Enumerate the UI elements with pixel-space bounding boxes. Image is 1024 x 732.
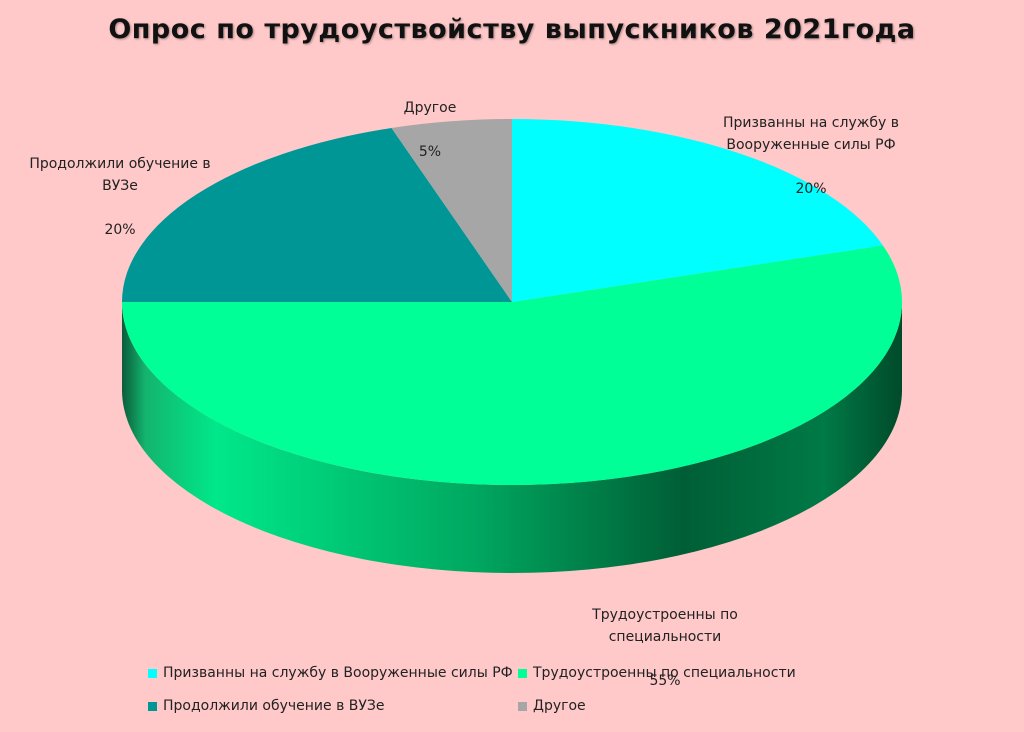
pie-slice-army	[512, 119, 883, 302]
legend-swatch-army	[148, 668, 157, 678]
legend-swatch-other	[518, 701, 527, 711]
legend-swatch-employed	[518, 668, 527, 678]
legend-label-university: Продолжили обучение в ВУЗе	[163, 698, 385, 714]
data-label-employed: Трудоустроенны по специальности 55%	[592, 607, 738, 689]
legend-item-other: Другое	[518, 698, 586, 714]
legend-item-university: Продолжили обучение в ВУЗе	[148, 698, 385, 714]
pie-slice-university	[122, 127, 512, 302]
legend-item-employed: Трудоустроенны по специальности	[518, 665, 796, 681]
legend-swatch-university	[148, 701, 157, 711]
data-label-university: Продолжили обучение в ВУЗе 20%	[29, 156, 211, 238]
legend-label-employed: Трудоустроенны по специальности	[533, 665, 796, 681]
data-label-army: Призванны на службу в Вооруженные силы Р…	[723, 115, 899, 197]
pie-slice-employed	[122, 245, 902, 485]
legend-label-army: Призванны на службу в Вооруженные силы Р…	[163, 665, 513, 681]
pie-side-employed	[122, 302, 902, 573]
pie-slice-other	[391, 119, 512, 302]
data-label-other: Другое 5%	[403, 100, 457, 160]
legend-item-army: Призванны на службу в Вооруженные силы Р…	[148, 665, 513, 681]
legend-label-other: Другое	[533, 698, 586, 714]
chart-title: Опрос по трудоуствойству выпускников 202…	[108, 14, 916, 45]
